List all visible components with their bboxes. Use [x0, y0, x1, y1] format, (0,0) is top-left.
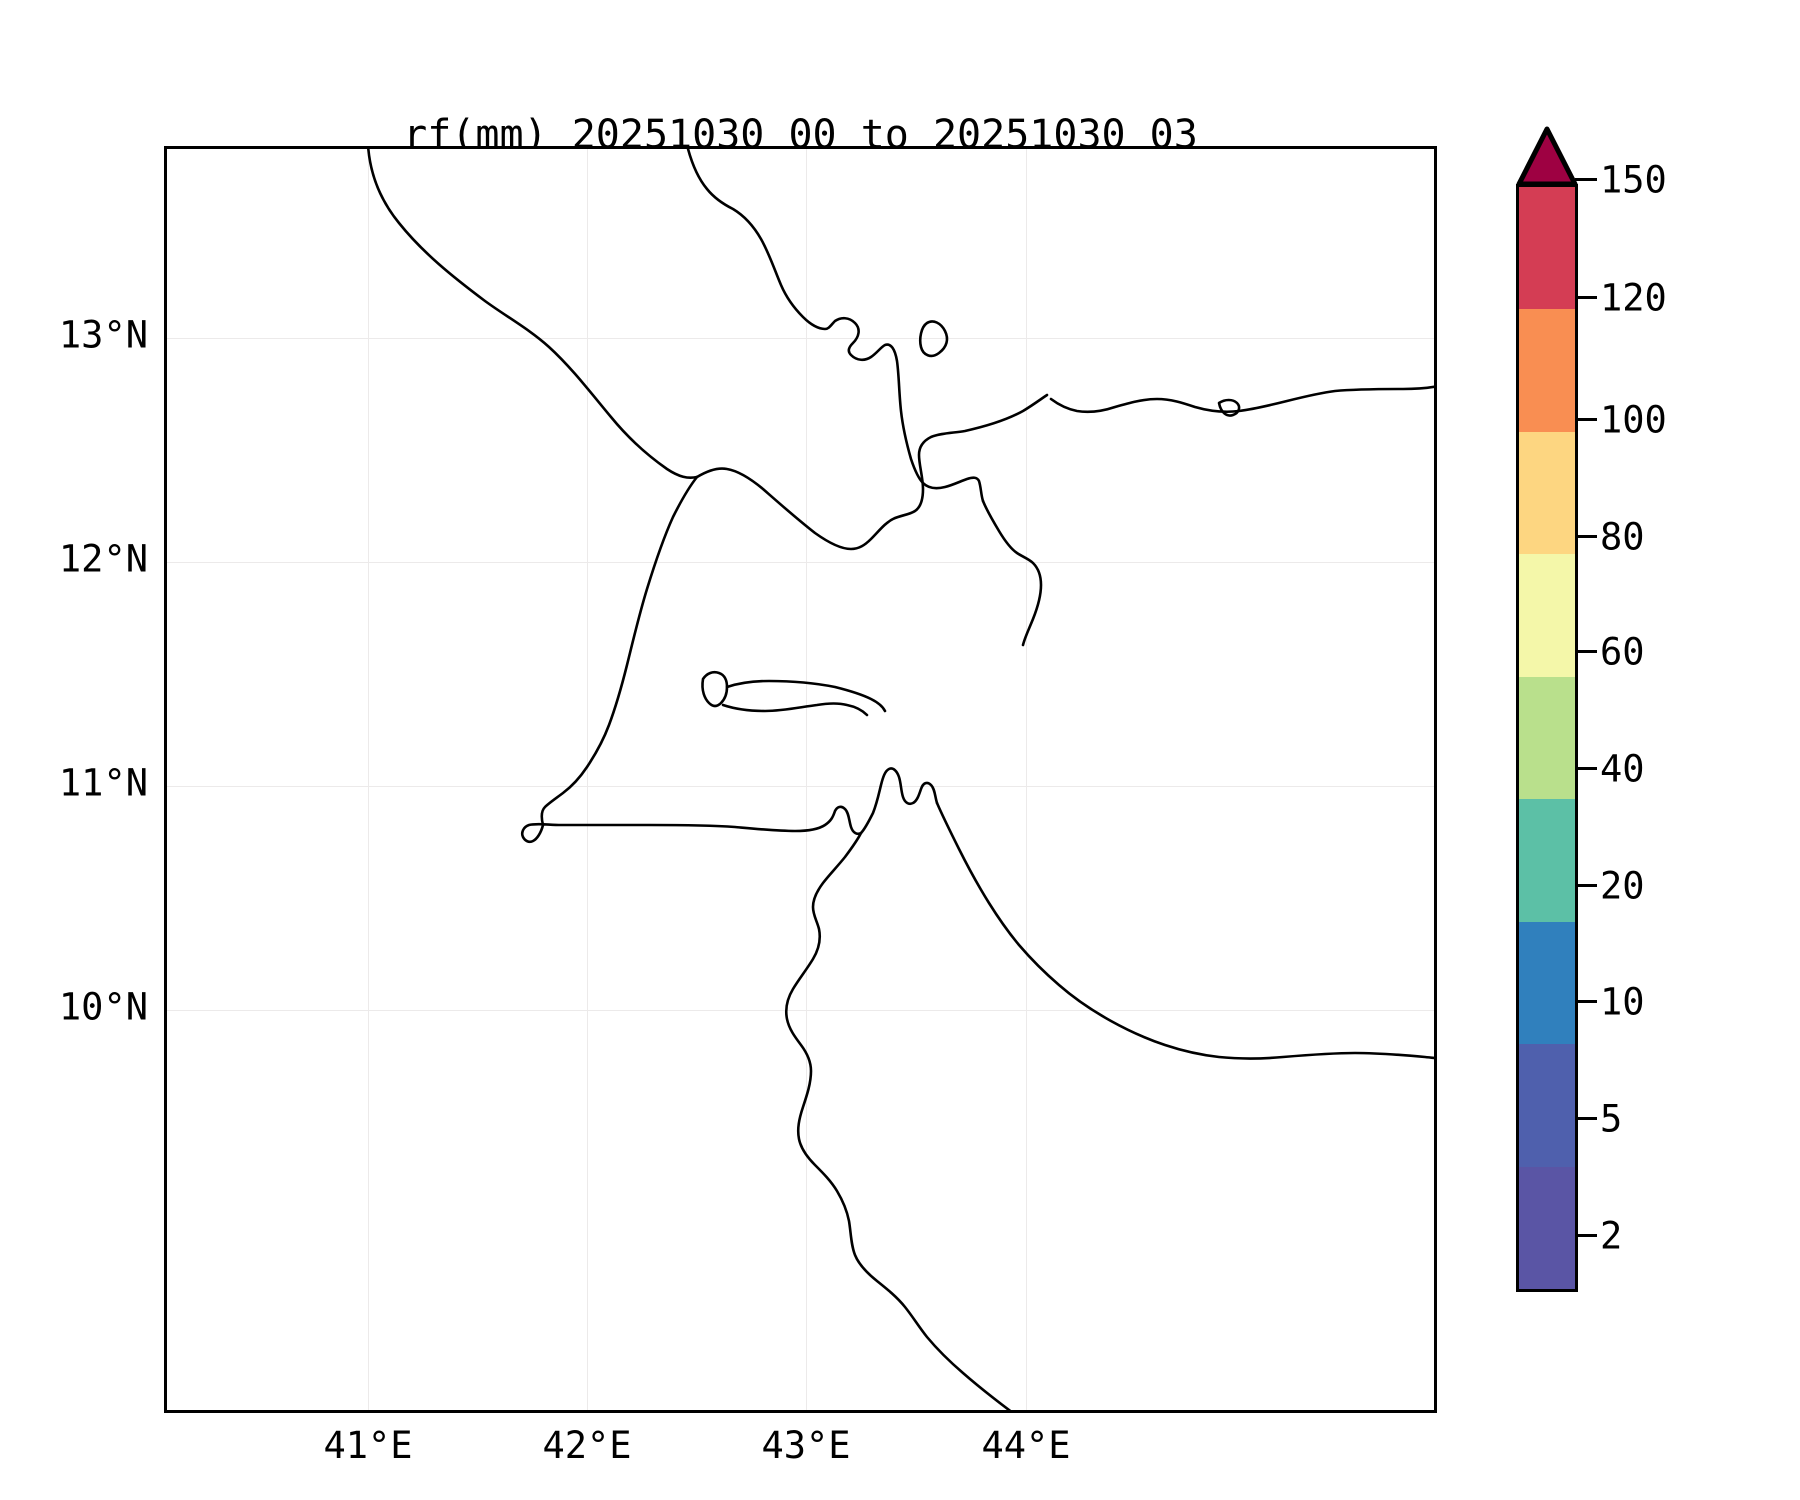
- colorbar-tick-2: [1575, 1234, 1597, 1237]
- colorbar-tick-80: [1575, 535, 1597, 538]
- ytick-label-10n: 10°N: [58, 985, 148, 1029]
- colorbar-segment-120-150: [1519, 187, 1575, 310]
- ytick-label-11n: 11°N: [58, 761, 148, 805]
- ytick-label-12n: 12°N: [58, 537, 148, 581]
- colorbar-segment-80-100: [1519, 431, 1575, 555]
- colorbar-segment-10-20: [1519, 921, 1575, 1045]
- xtick-label-42e: 42°E: [542, 1424, 632, 1467]
- colorbar-tick-10: [1575, 1000, 1597, 1003]
- colorbar-segment-20-40: [1519, 799, 1575, 922]
- map-canvas: [167, 149, 1434, 1410]
- colorbar-tick-20: [1575, 884, 1597, 887]
- colorbar-tick-40: [1575, 767, 1597, 770]
- gridline-lon-42: [587, 149, 588, 1410]
- gridline-lon-43: [806, 149, 807, 1410]
- gridline-lat-11: [167, 786, 1434, 787]
- coastline-and-borders: [367, 149, 1434, 1410]
- colorbar-tick-5: [1575, 1117, 1597, 1120]
- colorbar-segment-2-5: [1519, 1166, 1575, 1289]
- colorbar-ticklabel-40: 40: [1600, 747, 1645, 791]
- xtick-label-41e: 41°E: [323, 1424, 413, 1467]
- colorbar-segment-60-80: [1519, 554, 1575, 677]
- colorbar-ticklabel-5: 5: [1600, 1097, 1623, 1141]
- colorbar-tick-100: [1575, 418, 1597, 421]
- gridline-lat-10: [167, 1010, 1434, 1011]
- colorbar-tick-150: [1575, 178, 1597, 181]
- colorbar-ticklabel-100: 100: [1600, 398, 1667, 442]
- gridline-lon-41: [368, 149, 369, 1410]
- xtick-label-44e: 44°E: [981, 1424, 1071, 1467]
- colorbar-ticklabel-60: 60: [1600, 630, 1645, 674]
- colorbar-segment-40-60: [1519, 676, 1575, 800]
- colorbar-segment-100-120: [1519, 309, 1575, 432]
- colorbar-ticklabel-20: 20: [1600, 864, 1645, 908]
- colorbar-ticklabel-120: 120: [1600, 276, 1667, 320]
- gridline-lat-12: [167, 562, 1434, 563]
- colorbar-ticklabel-10: 10: [1600, 980, 1645, 1024]
- ytick-label-13n: 13°N: [58, 313, 148, 357]
- colorbar-ticklabel-150: 150: [1600, 158, 1667, 202]
- map-plot-area[interactable]: [164, 146, 1437, 1413]
- colorbar-segment-5-10: [1519, 1044, 1575, 1167]
- gridline-lon-44: [1026, 149, 1027, 1410]
- colorbar-over-arrow-icon: [1516, 126, 1578, 186]
- colorbar-gradient: [1516, 184, 1578, 1292]
- colorbar-ticklabel-80: 80: [1600, 515, 1645, 559]
- xtick-label-43e: 43°E: [761, 1424, 851, 1467]
- colorbar-ticklabel-2: 2: [1600, 1214, 1623, 1258]
- colorbar[interactable]: [1516, 126, 1578, 1292]
- colorbar-tick-60: [1575, 650, 1597, 653]
- gridline-lat-13: [167, 338, 1434, 339]
- colorbar-tick-120: [1575, 296, 1597, 299]
